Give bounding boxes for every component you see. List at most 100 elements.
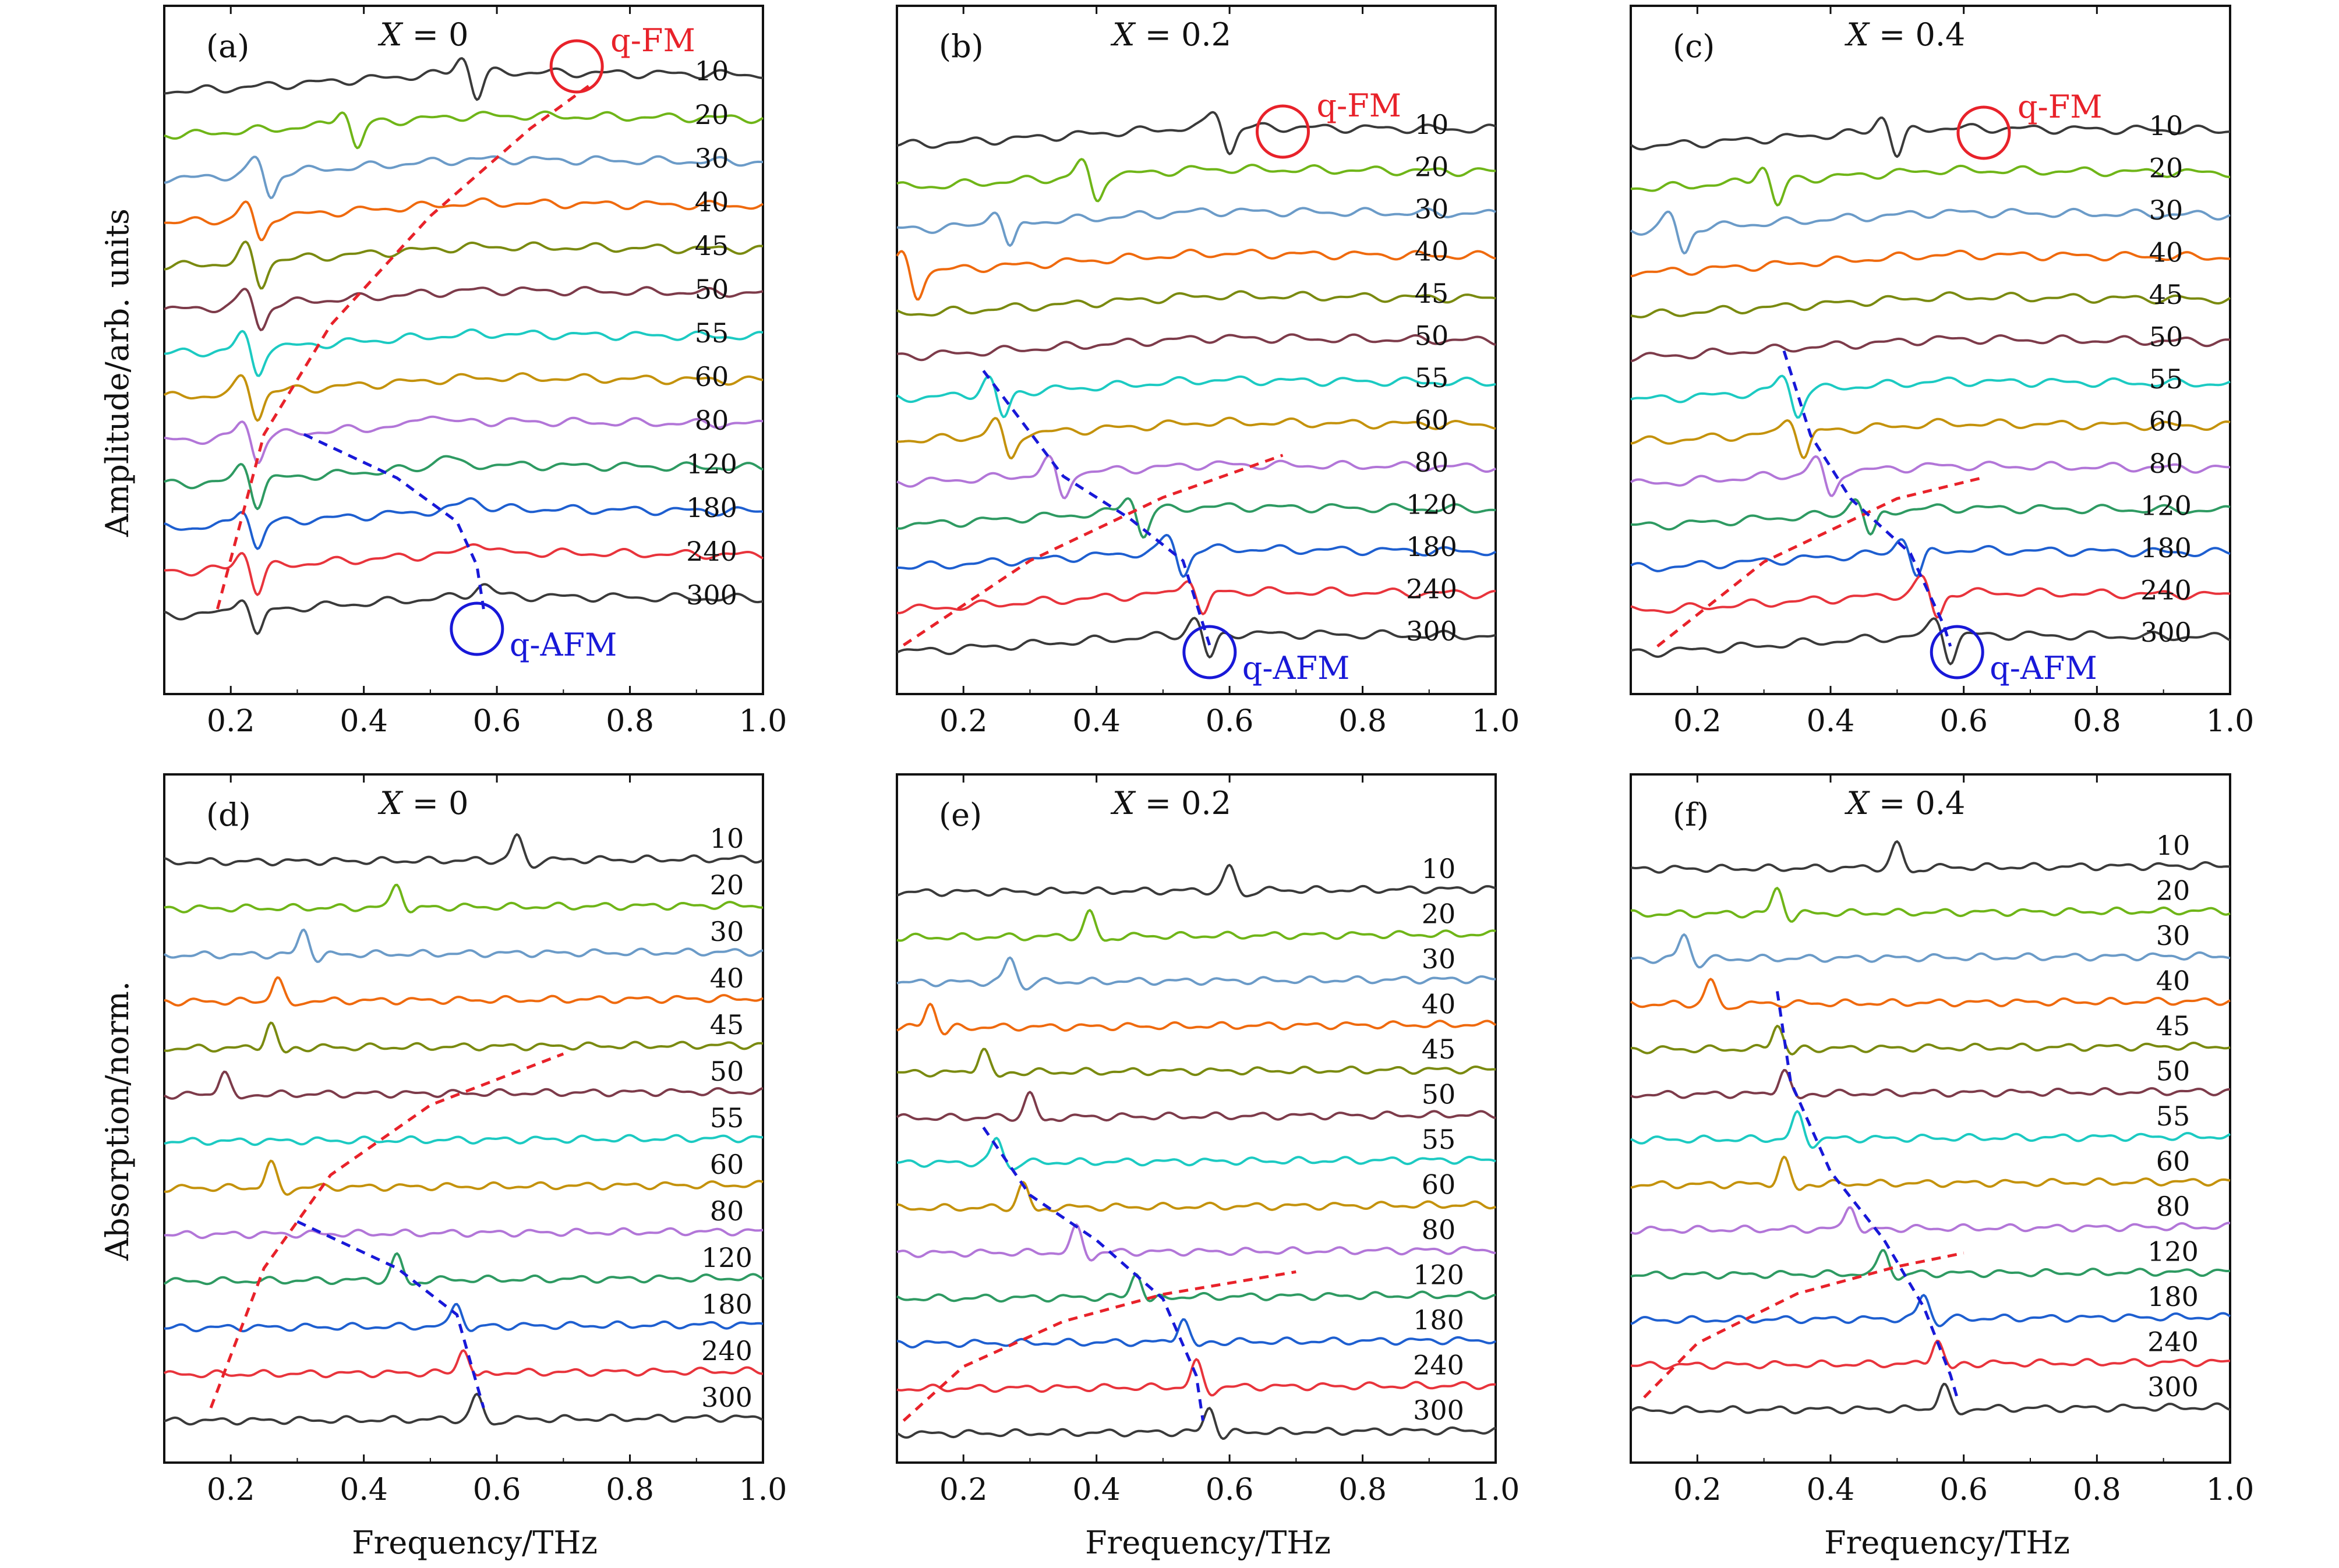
ylabel-bottom: Absorption/norm. xyxy=(99,981,136,1261)
series-label: 240 xyxy=(1406,574,1457,605)
series-line-T50 xyxy=(1630,334,2231,363)
series-line-T240 xyxy=(164,543,764,596)
series-label: 55 xyxy=(2149,363,2183,395)
fm-trend-line xyxy=(1656,476,1984,647)
series-label: 45 xyxy=(2149,279,2183,310)
fm-trend-line xyxy=(209,1052,564,1408)
x-tick-label: 1.0 xyxy=(1472,1473,1520,1507)
x-tick-label: 0.6 xyxy=(1206,704,1254,739)
axes-layer: 0.2 0.4 0.6 0.8 1.0 (a) X = 0 10 20 30 40 45 50 55 60 8… xyxy=(163,5,2255,1507)
series-line-T20 xyxy=(164,110,764,150)
series-label: 80 xyxy=(710,1195,744,1227)
series-label: 45 xyxy=(710,1009,744,1040)
fm-trend-line xyxy=(903,454,1284,647)
x-tick-label: 0.4 xyxy=(340,1473,388,1507)
series-line-T10 xyxy=(164,57,764,101)
series-label: 20 xyxy=(695,99,729,130)
series-label: 240 xyxy=(2147,1326,2199,1358)
series-label: 40 xyxy=(695,186,729,218)
series-label: 120 xyxy=(1406,489,1457,521)
series-line-T300 xyxy=(896,617,1496,659)
series-line-T50 xyxy=(164,1070,764,1100)
series-line-T10 xyxy=(1630,840,2231,874)
series-label: 120 xyxy=(1413,1259,1464,1291)
series-label: 45 xyxy=(695,230,729,261)
series-label: 120 xyxy=(686,448,737,480)
series-label: 30 xyxy=(2156,920,2190,951)
series-label: 30 xyxy=(1415,193,1449,225)
series-label: 60 xyxy=(695,361,729,392)
series-line-T10 xyxy=(896,863,1496,898)
panel-tag: (f) xyxy=(1673,797,1709,833)
fm-marker-circle xyxy=(1255,104,1310,159)
series-label: 50 xyxy=(710,1056,744,1087)
axes-frame xyxy=(1630,5,2231,695)
series-label: 300 xyxy=(2147,1371,2199,1403)
afm-marker-circle xyxy=(1182,625,1237,679)
series-line-T40 xyxy=(164,197,764,242)
axes-frame xyxy=(163,773,764,1464)
series-line-T80 xyxy=(164,1227,764,1240)
series-line-T240 xyxy=(896,1358,1496,1397)
x-tick-label: 0.8 xyxy=(2073,704,2121,739)
series-line-T180 xyxy=(896,534,1497,578)
series-line-T20 xyxy=(164,883,764,914)
panel-tag: (c) xyxy=(1673,28,1715,65)
panel-composition-label: X = 0 xyxy=(377,785,468,822)
series-label: 60 xyxy=(1415,405,1449,436)
series-label: 240 xyxy=(686,536,737,567)
fm-trend-line xyxy=(902,1270,1296,1422)
series-line-T120 xyxy=(163,1252,764,1286)
series-label: 55 xyxy=(710,1102,744,1134)
series-line-T55 xyxy=(896,1137,1496,1171)
series-label: 180 xyxy=(701,1289,752,1320)
series-label: 60 xyxy=(2149,406,2183,437)
series-line-T240 xyxy=(1631,1339,2231,1370)
series-line-T80 xyxy=(896,455,1496,500)
x-tick-label: 1.0 xyxy=(2206,704,2255,739)
series-line-T80 xyxy=(1630,1206,2231,1235)
x-tick-label: 1.0 xyxy=(739,704,787,739)
series-line-T120 xyxy=(1630,498,2231,536)
series-label: 40 xyxy=(710,962,744,994)
series-label: 20 xyxy=(2156,875,2190,907)
series-label: 45 xyxy=(1422,1033,1456,1065)
series-line-T180 xyxy=(896,1318,1497,1348)
x-tick-label: 0.2 xyxy=(939,1473,988,1507)
series-line-T10 xyxy=(1630,116,2231,158)
x-tick-label: 1.0 xyxy=(1472,704,1520,739)
x-tick-label: 1.0 xyxy=(739,1473,787,1507)
series-line-T40 xyxy=(1630,249,2231,278)
x-tick-label: 0.4 xyxy=(1807,704,1855,739)
series-line-T40 xyxy=(896,249,1496,301)
series-label: 50 xyxy=(1415,320,1449,352)
panel-a: 0.2 0.4 0.6 0.8 1.0 (a) X = 0 10 20 30 40 45 50 55 60 8… xyxy=(163,5,787,739)
series-label: 50 xyxy=(695,274,729,305)
xlabel-e: Frequency/THz xyxy=(1085,1524,1331,1561)
series-label: 60 xyxy=(710,1149,744,1180)
series-label: 50 xyxy=(1422,1079,1456,1110)
series-line-T60 xyxy=(896,416,1496,459)
series-label: 40 xyxy=(2156,965,2190,997)
series-line-T45 xyxy=(897,1047,1496,1078)
series-label: 20 xyxy=(1415,151,1449,183)
series-label: 40 xyxy=(1415,236,1449,267)
series-label: 30 xyxy=(2149,194,2183,226)
series-line-T80 xyxy=(896,1223,1496,1262)
series-label: 45 xyxy=(2156,1010,2190,1042)
x-tick-label: 0.6 xyxy=(1939,704,1988,739)
axes-frame xyxy=(163,5,764,695)
series-line-T45 xyxy=(896,290,1496,317)
series-label: 40 xyxy=(2149,237,2183,268)
series-line-T20 xyxy=(1630,887,2231,923)
x-tick-label: 0.4 xyxy=(340,704,388,739)
series-label: 40 xyxy=(1422,989,1456,1020)
ylabel-top: Amplitude/arb. units xyxy=(99,208,136,537)
panel-composition-label: X = 0.2 xyxy=(1110,785,1231,822)
series-line-T40 xyxy=(1630,978,2231,1010)
panel-e: 0.2 0.4 0.6 0.8 1.0 (e) X = 0.2 10 20 30 40 45 50 55 6… xyxy=(896,773,1520,1507)
series-label: 30 xyxy=(1422,943,1456,975)
series-line-T40 xyxy=(164,976,764,1007)
fm-marker-circle xyxy=(549,39,604,94)
panel-composition-label: X = 0.4 xyxy=(1844,785,1965,822)
